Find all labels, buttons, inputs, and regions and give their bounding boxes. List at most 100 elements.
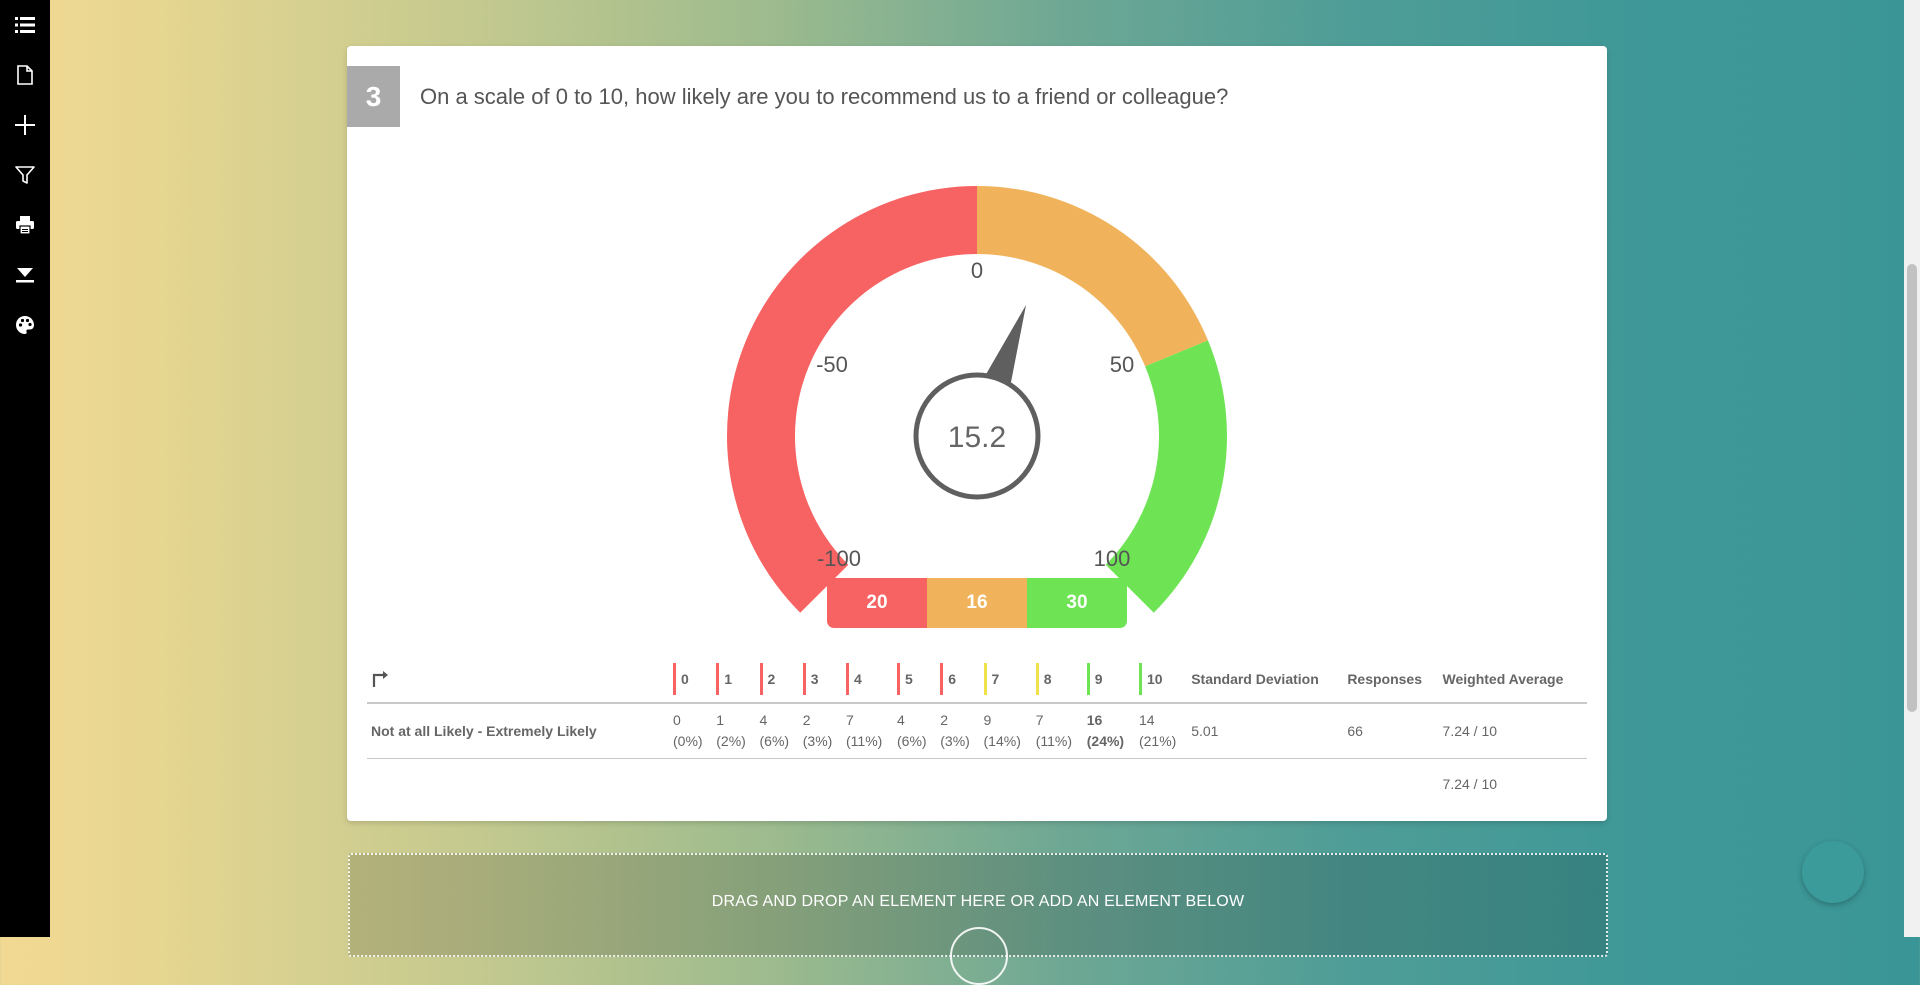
std-dev-header: Standard Deviation: [1187, 656, 1344, 704]
download-icon[interactable]: [0, 255, 50, 295]
gauge-needle: [979, 304, 1027, 397]
total-score-cell: [669, 759, 712, 800]
score-color-marker: [673, 663, 676, 695]
score-header-0: 0: [669, 656, 713, 704]
score-header-8: 8: [1031, 656, 1083, 704]
results-table: 0 1 2 3 4 5 6 7 8 9 10 Standard Deviation Responses…: [367, 656, 1587, 799]
score-percent: (6%): [759, 733, 790, 749]
total-responses-cell: [1343, 759, 1438, 800]
score-label: 8: [1043, 671, 1052, 687]
responses-header: Responses: [1343, 656, 1439, 704]
passives-count: 16: [927, 578, 1027, 628]
scrollbar-thumb[interactable]: [1907, 264, 1917, 712]
table-row: Not at all Likely - Extremely Likely 0 (0…: [367, 703, 1587, 759]
total-score-cell: [1135, 759, 1187, 800]
score-header-2: 2: [755, 656, 799, 704]
gauge-label-min: -100: [817, 546, 861, 571]
score-label: 5: [905, 671, 913, 687]
gauge-label-50: 50: [1110, 352, 1134, 377]
row-label: Not at all Likely - Extremely Likely: [367, 703, 669, 759]
drop-zone[interactable]: DRAG AND DROP AN ELEMENT HERE OR ADD AN …: [348, 853, 1608, 985]
table-header-row: 0 1 2 3 4 5 6 7 8 9 10 Standard Deviation Responses…: [367, 656, 1587, 704]
total-score-cell: [936, 759, 979, 800]
total-score-cell: [980, 759, 1032, 800]
score-label: 1: [724, 671, 733, 687]
swap-axes-cell: [367, 656, 669, 704]
score-cell-8: 7 (11%): [1031, 703, 1083, 759]
total-label-cell: [367, 759, 669, 800]
score-count: 4: [897, 712, 905, 728]
score-count: 4: [759, 712, 768, 728]
palette-icon[interactable]: [0, 305, 50, 345]
score-color-marker: [802, 663, 806, 695]
question-card: 3 On a scale of 0 to 10, how likely are …: [347, 46, 1607, 821]
vertical-scrollbar[interactable]: [1904, 0, 1920, 937]
score-color-marker: [897, 663, 901, 695]
score-label: 4: [854, 671, 862, 687]
weighted-avg-header: Weighted Average: [1438, 656, 1587, 704]
gauge-value: 15.2: [948, 421, 1006, 454]
score-count: 0: [673, 712, 681, 728]
score-count: 7: [1035, 712, 1044, 728]
score-header-3: 3: [798, 656, 842, 704]
score-cell-6: 2 (3%): [936, 703, 980, 759]
score-percent: (21%): [1138, 733, 1177, 749]
score-percent: (11%): [846, 733, 883, 749]
total-score-cell: [842, 759, 893, 800]
score-count: 16: [1086, 712, 1103, 728]
drop-zone-text: DRAG AND DROP AN ELEMENT HERE OR ADD AN …: [711, 893, 1245, 910]
score-count: 2: [940, 712, 949, 728]
score-percent: (3%): [802, 733, 833, 749]
add-element-button[interactable]: [950, 927, 1008, 985]
gauge-label-neg50: -50: [816, 352, 848, 377]
score-percent: (24%): [1086, 733, 1125, 749]
score-label: 7: [991, 671, 1000, 687]
score-color-marker: [1138, 663, 1142, 695]
page-icon[interactable]: [0, 55, 50, 95]
score-label: 10: [1146, 671, 1163, 687]
total-score-cell: [1032, 759, 1083, 800]
plus-icon[interactable]: [0, 105, 50, 145]
score-cell-4: 7 (11%): [842, 703, 894, 759]
total-score-cell: [1083, 759, 1135, 800]
score-label: 9: [1094, 671, 1103, 687]
score-cell-1: 1 (2%): [712, 703, 756, 759]
score-percent: (11%): [1035, 733, 1073, 749]
score-percent: (14%): [983, 733, 1021, 749]
score-percent: (0%): [673, 733, 703, 749]
score-header-7: 7: [979, 656, 1032, 704]
list-icon[interactable]: [0, 5, 50, 45]
sidebar: [0, 0, 50, 937]
gauge-label-zero: 0: [971, 258, 983, 283]
score-cell-0: 0 (0%): [669, 703, 713, 759]
score-color-marker: [1086, 663, 1090, 695]
score-count: 14: [1138, 712, 1155, 728]
detractors-count: 20: [827, 578, 927, 628]
weighted-avg-value: 7.24 / 10: [1438, 703, 1587, 759]
score-label: 2: [767, 671, 776, 687]
chat-bubble-button[interactable]: [1802, 841, 1864, 903]
score-color-marker: [940, 663, 944, 695]
score-cell-10: 14 (21%): [1134, 703, 1188, 759]
score-color-marker: [759, 663, 763, 695]
score-count: 9: [983, 712, 992, 728]
responses-value: 66: [1343, 703, 1439, 759]
filter-icon[interactable]: [0, 155, 50, 195]
score-count: 2: [802, 712, 811, 728]
gauge-label-max: 100: [1094, 546, 1131, 571]
total-score-cell: [893, 759, 936, 800]
swap-axes-icon[interactable]: [371, 668, 391, 691]
score-cell-2: 4 (6%): [755, 703, 799, 759]
score-header-4: 4: [842, 656, 894, 704]
score-header-5: 5: [893, 656, 937, 704]
total-std-dev-cell: [1187, 759, 1343, 800]
print-icon[interactable]: [0, 205, 50, 245]
score-cell-7: 9 (14%): [979, 703, 1032, 759]
nps-count-bar: 20 16 30: [827, 578, 1127, 628]
promoters-count: 30: [1027, 578, 1127, 628]
gauge-arc-promoters: [1105, 340, 1227, 613]
score-label: 0: [681, 671, 689, 687]
score-header-1: 1: [712, 656, 756, 704]
gauge-center: [913, 372, 1041, 500]
score-color-marker: [1035, 663, 1039, 695]
